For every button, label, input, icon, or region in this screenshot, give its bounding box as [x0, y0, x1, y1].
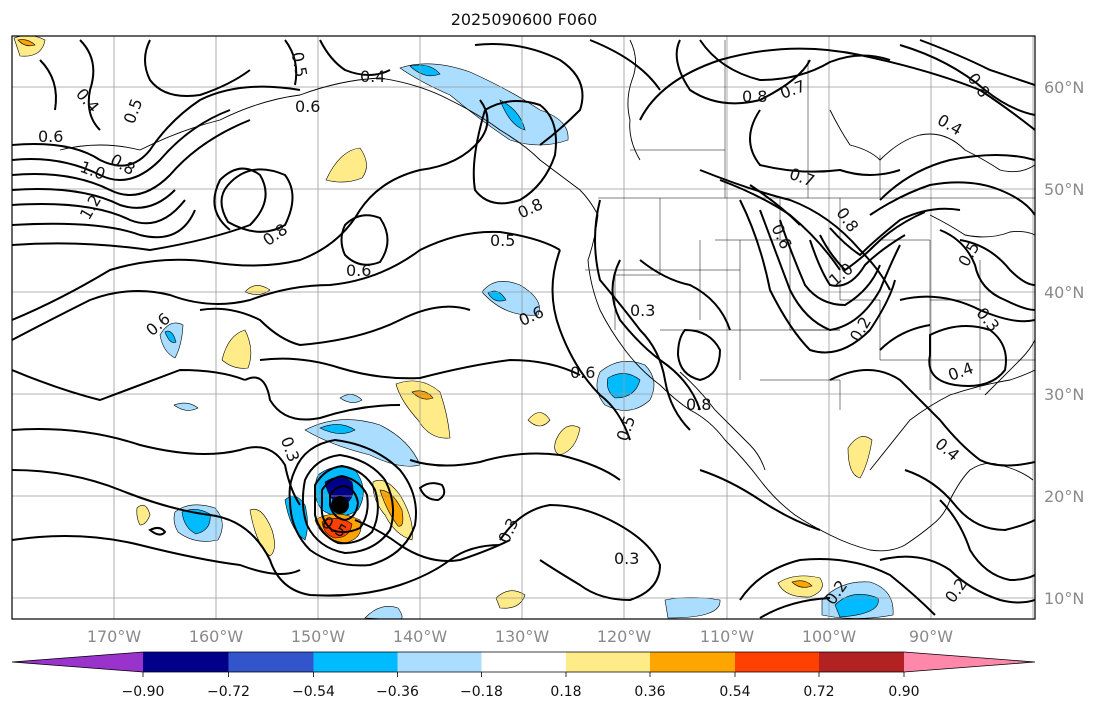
blue-area-11: [339, 394, 363, 403]
map-panel: 0.4 0.5 0.6 0.8 1.0 1.2 0.5 0.4 0.6 0.8 …: [12, 36, 1035, 619]
colorbar-tick-label: −0.54: [292, 684, 335, 700]
lon-label: 130°W: [495, 627, 550, 646]
map-frame: [11, 35, 1036, 620]
storm-center-marker: [331, 496, 349, 514]
lat-label: 50°N: [1044, 180, 1084, 199]
colorbar-tick-label: 0.54: [719, 684, 750, 700]
colorbar-bin: [313, 652, 398, 672]
contour-label: 0.8: [742, 87, 767, 106]
colorbar-tick-label: −0.36: [376, 684, 419, 700]
lat-label: 30°N: [1044, 385, 1084, 404]
lon-label: 160°W: [189, 627, 244, 646]
contour-label: 0.3: [614, 549, 639, 568]
orange-area-topleft-core: [17, 39, 36, 47]
yellow-area-west-4: [136, 504, 151, 526]
yellow-area-mexico: [847, 436, 873, 479]
yellow-area-3: [221, 329, 252, 369]
contour-label: 0.4: [360, 67, 385, 86]
orange-area-south: [791, 580, 813, 588]
lat-label: 10°N: [1044, 589, 1084, 608]
lon-label: 110°W: [700, 627, 755, 646]
yellow-area-gulf: [325, 147, 367, 183]
colorbar-bin: [650, 652, 735, 672]
graticule: [12, 36, 1035, 619]
blue-area-12: [173, 402, 199, 411]
colorbar-bin: [735, 652, 819, 672]
colorbar-bin: [228, 652, 314, 672]
yellow-area-8: [527, 412, 551, 427]
yellow-area-bottom: [495, 590, 526, 609]
contour-lines: [12, 39, 1035, 619]
contour-label: 0.5: [490, 231, 515, 250]
blue-area-alaska-core2: [499, 99, 526, 131]
colorbar-max-arrow: [904, 652, 1035, 672]
lat-label: 20°N: [1044, 487, 1084, 506]
lat-label: 60°N: [1044, 78, 1084, 97]
yellow-area-west-3: [249, 508, 275, 557]
colorbar-bin: [481, 652, 566, 672]
lon-label: 170°W: [87, 627, 142, 646]
orange-area-6: [411, 390, 434, 400]
chart-title: 2025090600 F060: [450, 10, 598, 29]
colorbar-tick-label: 0.18: [550, 684, 581, 700]
colorbar-tick-label: 0.36: [634, 684, 665, 700]
lon-label: 100°W: [802, 627, 857, 646]
red-area-cyclone: [321, 518, 353, 539]
lat-label: 40°N: [1044, 283, 1084, 302]
shaded-areas: [13, 36, 894, 619]
contour-label: 0.5: [288, 50, 311, 78]
colorbar-tick-label: 0.90: [888, 684, 919, 700]
colorbar-bin: [566, 652, 650, 672]
blue-area-4-core: [164, 330, 177, 343]
contour-label: 0.6: [38, 127, 63, 146]
lon-label: 90°W: [909, 627, 953, 646]
colorbar-tick-label: −0.18: [460, 684, 503, 700]
blue-area-alaska-core: [409, 64, 441, 77]
blue-area-west-2-core: [181, 509, 211, 535]
lon-label: 120°W: [597, 627, 652, 646]
lon-label: 140°W: [393, 627, 448, 646]
blue-area-5-core: [487, 290, 507, 302]
contour-label: 0.6: [570, 363, 595, 382]
blue-area-10-core: [319, 424, 356, 434]
colorbar: −0.90 −0.72 −0.54 −0.36 −0.18 0.18 0.36 …: [11, 651, 1036, 700]
yellow-area-9: [554, 425, 581, 456]
lon-label: 150°W: [291, 627, 346, 646]
colorbar-ticks: [142, 672, 905, 677]
colorbar-tick-label: 0.72: [803, 684, 834, 700]
contour-label: 0.3: [630, 301, 655, 320]
blue-area-5: [481, 280, 540, 316]
contour-label: 0.6: [295, 97, 320, 116]
yellow-area-6: [395, 380, 451, 439]
longitude-labels: 170°W 160°W 150°W 140°W 130°W 120°W 110°…: [87, 627, 953, 646]
colorbar-min-arrow: [12, 652, 143, 672]
latitude-labels: 60°N 50°N 40°N 30°N 20°N 10°N: [1044, 78, 1084, 608]
contour-label: 0.8: [686, 395, 711, 414]
colorbar-tick-label: −0.72: [207, 684, 250, 700]
colorbar-bin: [143, 652, 229, 672]
state-borders: [585, 40, 1035, 410]
contour-label: 0.6: [346, 261, 371, 280]
colorbar-tick-label: −0.90: [122, 684, 165, 700]
colorbar-bin: [397, 652, 482, 672]
colorbar-bin: [819, 652, 904, 672]
